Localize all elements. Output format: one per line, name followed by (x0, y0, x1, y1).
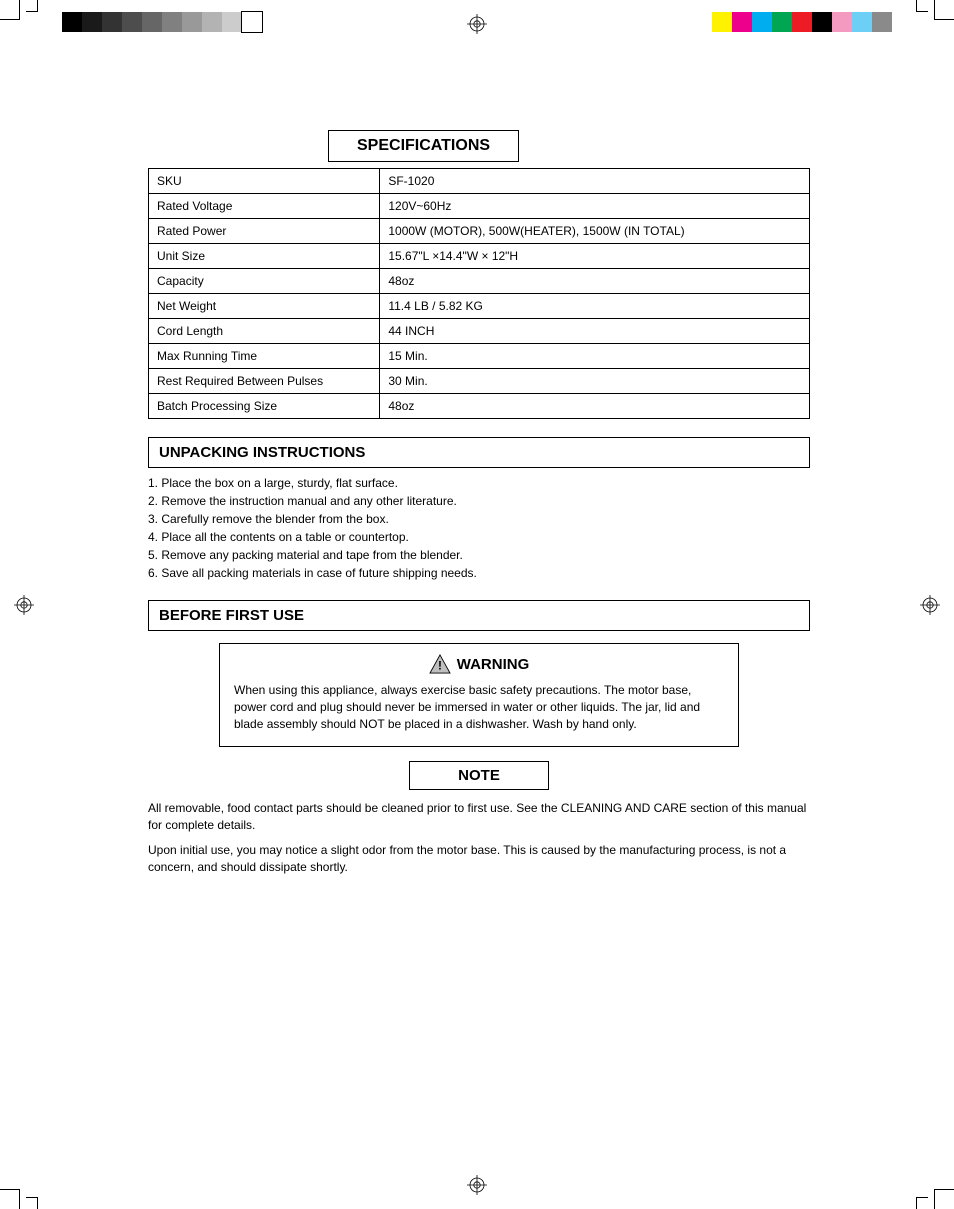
note-heading: NOTE (409, 761, 549, 790)
spec-label: Capacity (149, 269, 380, 294)
note-paragraph: Upon initial use, you may notice a sligh… (148, 842, 810, 876)
spec-label: Max Running Time (149, 344, 380, 369)
swatch (162, 12, 182, 32)
table-row: Unit Size15.67"L ×14.4"W × 12"H (149, 244, 810, 269)
warning-body: When using this appliance, always exerci… (234, 682, 724, 732)
spec-value: 15 Min. (380, 344, 810, 369)
crosshair-icon (467, 1175, 487, 1195)
list-item: 5. Remove any packing material and tape … (148, 546, 810, 564)
swatch (242, 12, 262, 32)
swatch (182, 12, 202, 32)
spec-label: Rated Voltage (149, 194, 380, 219)
list-item: 1. Place the box on a large, sturdy, fla… (148, 474, 810, 492)
table-row: Rated Power1000W (MOTOR), 500W(HEATER), … (149, 219, 810, 244)
table-row: Cord Length44 INCH (149, 319, 810, 344)
crosshair-icon (14, 595, 34, 615)
warning-heading: ! WARNING (234, 654, 724, 674)
spec-value: 48oz (380, 269, 810, 294)
spec-value: 44 INCH (380, 319, 810, 344)
table-row: SKUSF-1020 (149, 169, 810, 194)
note-body: All removable, food contact parts should… (148, 800, 810, 875)
swatch (792, 12, 812, 32)
table-row: Rest Required Between Pulses30 Min. (149, 369, 810, 394)
swatch (62, 12, 82, 32)
warning-box: ! WARNING When using this appliance, alw… (219, 643, 739, 747)
swatch (712, 12, 732, 32)
page-content: SPECIFICATIONS SKUSF-1020Rated Voltage12… (148, 130, 810, 876)
spec-value: 120V~60Hz (380, 194, 810, 219)
swatch (772, 12, 792, 32)
spec-label: Cord Length (149, 319, 380, 344)
swatch (142, 12, 162, 32)
swatch (102, 12, 122, 32)
list-item: 6. Save all packing materials in case of… (148, 564, 810, 582)
table-row: Capacity48oz (149, 269, 810, 294)
crosshair-icon (467, 14, 487, 34)
list-item: 4. Place all the contents on a table or … (148, 528, 810, 546)
swatch (82, 12, 102, 32)
spec-value: 15.67"L ×14.4"W × 12"H (380, 244, 810, 269)
swatch (202, 12, 222, 32)
swatch (122, 12, 142, 32)
spec-value: SF-1020 (380, 169, 810, 194)
spec-label: Batch Processing Size (149, 394, 380, 419)
swatch (832, 12, 852, 32)
grayscale-swatch-strip (62, 12, 262, 32)
spec-label: SKU (149, 169, 380, 194)
table-row: Rated Voltage120V~60Hz (149, 194, 810, 219)
table-row: Max Running Time15 Min. (149, 344, 810, 369)
spec-label: Unit Size (149, 244, 380, 269)
before-first-use-title: BEFORE FIRST USE (148, 600, 810, 631)
warning-icon: ! (429, 654, 451, 674)
swatch (872, 12, 892, 32)
spec-value: 48oz (380, 394, 810, 419)
spec-value: 11.4 LB / 5.82 KG (380, 294, 810, 319)
spec-label: Rest Required Between Pulses (149, 369, 380, 394)
unpacking-title: UNPACKING INSTRUCTIONS (148, 437, 810, 468)
color-swatch-strip (712, 12, 892, 32)
note-paragraph: All removable, food contact parts should… (148, 800, 810, 834)
svg-text:!: ! (438, 658, 442, 672)
swatch (752, 12, 772, 32)
list-item: 2. Remove the instruction manual and any… (148, 492, 810, 510)
spec-value: 30 Min. (380, 369, 810, 394)
spec-value: 1000W (MOTOR), 500W(HEATER), 1500W (IN T… (380, 219, 810, 244)
table-row: Net Weight11.4 LB / 5.82 KG (149, 294, 810, 319)
list-item: 3. Carefully remove the blender from the… (148, 510, 810, 528)
specifications-table: SKUSF-1020Rated Voltage120V~60HzRated Po… (148, 168, 810, 419)
specifications-title: SPECIFICATIONS (328, 130, 519, 162)
warning-heading-text: WARNING (457, 656, 530, 673)
swatch (222, 12, 242, 32)
crosshair-icon (920, 595, 940, 615)
table-row: Batch Processing Size48oz (149, 394, 810, 419)
unpacking-list: 1. Place the box on a large, sturdy, fla… (148, 474, 810, 582)
spec-label: Net Weight (149, 294, 380, 319)
swatch (732, 12, 752, 32)
swatch (812, 12, 832, 32)
spec-label: Rated Power (149, 219, 380, 244)
swatch (852, 12, 872, 32)
